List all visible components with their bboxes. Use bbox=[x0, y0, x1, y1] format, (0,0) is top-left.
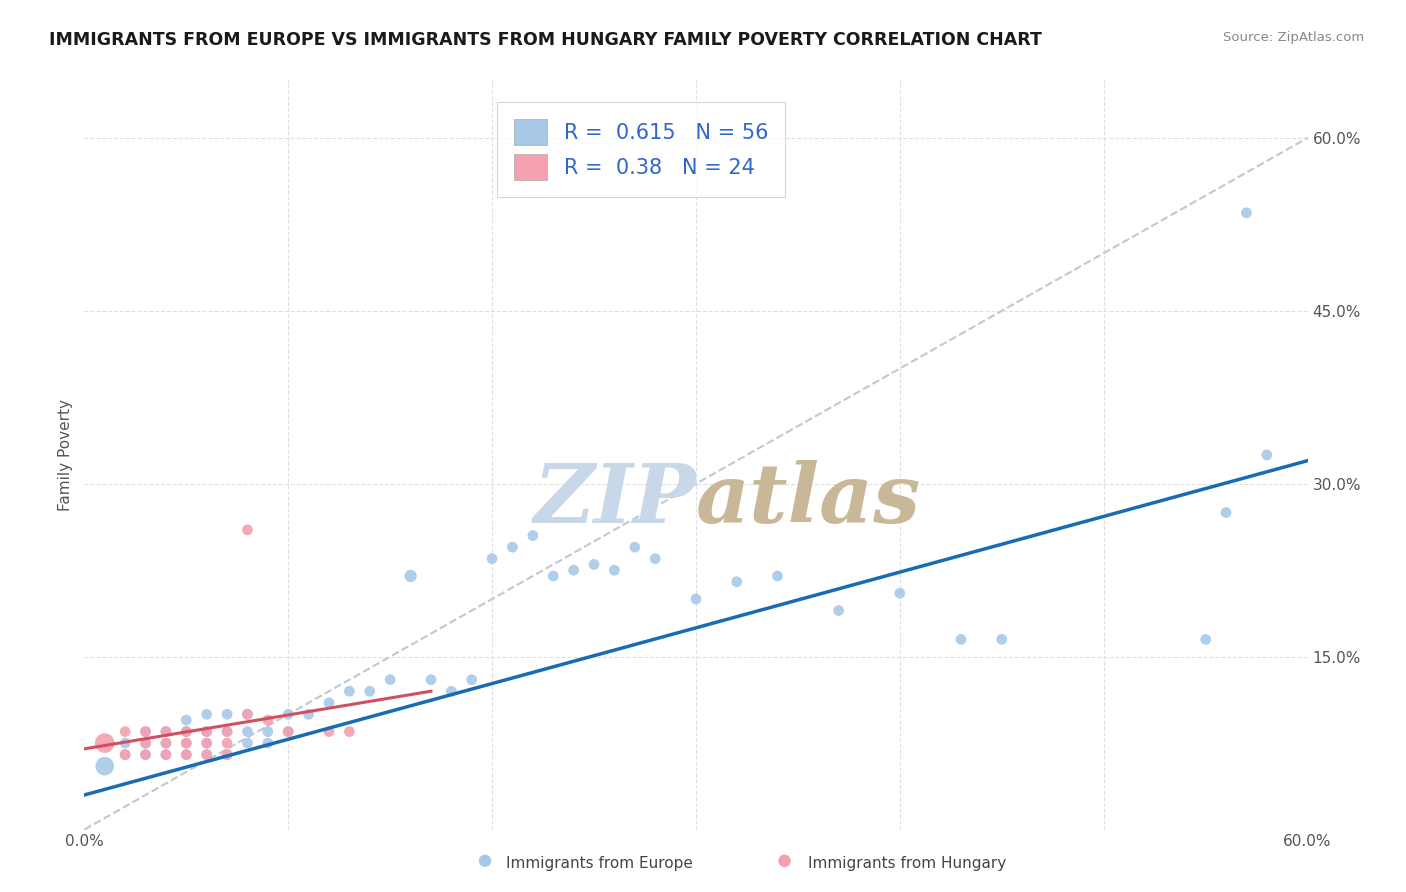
Point bbox=[174, 724, 197, 739]
Point bbox=[339, 724, 361, 739]
Point bbox=[236, 736, 259, 750]
Point bbox=[522, 528, 544, 542]
Point bbox=[236, 523, 259, 537]
Point bbox=[773, 854, 796, 868]
Point bbox=[420, 673, 443, 687]
Point bbox=[277, 724, 299, 739]
Point bbox=[135, 724, 157, 739]
Point bbox=[135, 736, 157, 750]
Point bbox=[155, 724, 177, 739]
Point bbox=[399, 569, 422, 583]
Point bbox=[217, 724, 239, 739]
Point bbox=[93, 759, 115, 773]
Point bbox=[440, 684, 463, 698]
Point bbox=[318, 724, 340, 739]
Point bbox=[174, 736, 197, 750]
Point bbox=[685, 592, 707, 607]
Point bbox=[298, 707, 321, 722]
Point bbox=[236, 724, 259, 739]
Point bbox=[725, 574, 748, 589]
Y-axis label: Family Poverty: Family Poverty bbox=[58, 399, 73, 511]
Point bbox=[114, 736, 136, 750]
Point bbox=[889, 586, 911, 600]
Point bbox=[380, 673, 402, 687]
Point bbox=[174, 736, 197, 750]
Point bbox=[257, 724, 280, 739]
Text: Immigrants from Hungary: Immigrants from Hungary bbox=[808, 856, 1007, 871]
Point bbox=[766, 569, 789, 583]
Point bbox=[236, 707, 259, 722]
Point bbox=[603, 563, 626, 577]
Point bbox=[562, 563, 585, 577]
Point bbox=[174, 713, 197, 727]
Legend: R =  0.615   N = 56, R =  0.38   N = 24: R = 0.615 N = 56, R = 0.38 N = 24 bbox=[496, 102, 785, 197]
Point bbox=[461, 673, 484, 687]
Point bbox=[1215, 506, 1237, 520]
Point bbox=[174, 747, 197, 762]
Point bbox=[217, 736, 239, 750]
Point bbox=[236, 707, 259, 722]
Point bbox=[195, 747, 218, 762]
Point bbox=[195, 724, 218, 739]
Point bbox=[644, 551, 666, 566]
Point bbox=[195, 736, 218, 750]
Text: ZIP: ZIP bbox=[533, 460, 696, 540]
Point bbox=[543, 569, 565, 583]
Point bbox=[1236, 206, 1258, 220]
Point bbox=[195, 747, 218, 762]
Point bbox=[155, 724, 177, 739]
Point bbox=[339, 684, 361, 698]
Text: IMMIGRANTS FROM EUROPE VS IMMIGRANTS FROM HUNGARY FAMILY POVERTY CORRELATION CHA: IMMIGRANTS FROM EUROPE VS IMMIGRANTS FRO… bbox=[49, 31, 1042, 49]
Point bbox=[257, 736, 280, 750]
Point bbox=[135, 747, 157, 762]
Text: atlas: atlas bbox=[696, 460, 921, 540]
Point bbox=[114, 724, 136, 739]
Point bbox=[135, 747, 157, 762]
Point bbox=[217, 707, 239, 722]
Point bbox=[155, 747, 177, 762]
Point bbox=[135, 724, 157, 739]
Point bbox=[1256, 448, 1278, 462]
Text: Immigrants from Europe: Immigrants from Europe bbox=[506, 856, 693, 871]
Point bbox=[93, 736, 115, 750]
Point bbox=[114, 747, 136, 762]
Point bbox=[624, 540, 647, 554]
Point bbox=[502, 540, 524, 554]
Text: Source: ZipAtlas.com: Source: ZipAtlas.com bbox=[1223, 31, 1364, 45]
Point bbox=[277, 724, 299, 739]
Point bbox=[474, 854, 496, 868]
Point bbox=[135, 736, 157, 750]
Point bbox=[114, 747, 136, 762]
Point bbox=[991, 632, 1014, 647]
Point bbox=[583, 558, 606, 572]
Point bbox=[828, 603, 851, 617]
Point bbox=[217, 747, 239, 762]
Point bbox=[217, 724, 239, 739]
Point bbox=[195, 736, 218, 750]
Point bbox=[155, 736, 177, 750]
Point bbox=[318, 696, 340, 710]
Point bbox=[174, 724, 197, 739]
Point bbox=[217, 747, 239, 762]
Point bbox=[277, 707, 299, 722]
Point bbox=[155, 736, 177, 750]
Point bbox=[481, 551, 503, 566]
Point bbox=[257, 713, 280, 727]
Point bbox=[174, 747, 197, 762]
Point bbox=[359, 684, 381, 698]
Point bbox=[1195, 632, 1218, 647]
Point bbox=[950, 632, 973, 647]
Point bbox=[155, 747, 177, 762]
Point bbox=[195, 707, 218, 722]
Point bbox=[195, 724, 218, 739]
